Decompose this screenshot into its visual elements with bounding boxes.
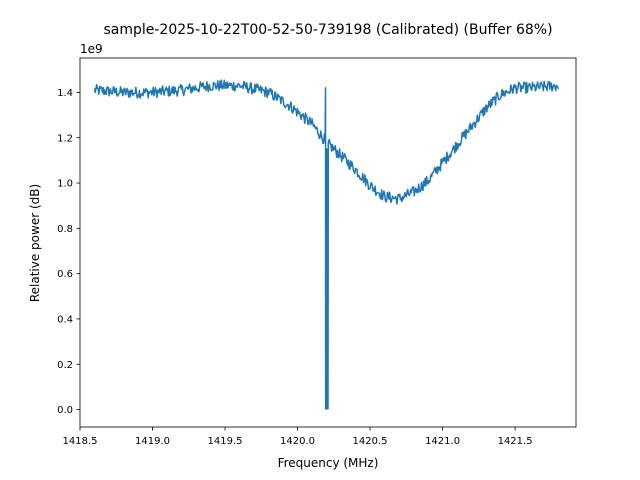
x-axis-label: Frequency (MHz) [278,456,379,470]
y-axis-label: Relative power (dB) [28,184,42,302]
y-tick-label: 1.2 [57,133,73,144]
x-tick-label: 1420.0 [280,436,315,447]
y-tick-label: 1.4 [57,88,73,99]
y-tick-label: 0.6 [57,269,73,280]
chart-title: sample-2025-10-22T00-52-50-739198 (Calib… [103,22,552,38]
y-tick-label: 0.0 [57,405,73,416]
x-tick-label: 1421.0 [425,436,460,447]
x-tick-label: 1419.0 [135,436,170,447]
x-tick-label: 1419.5 [208,436,243,447]
x-tick-label: 1421.5 [498,436,533,447]
y-tick-label: 1.0 [57,179,73,190]
y-tick-label: 0.8 [57,224,73,235]
y-scale-label: 1e9 [80,42,103,56]
x-tick-label: 1420.5 [353,436,388,447]
plot-frame [79,57,577,428]
y-tick-label: 0.2 [57,360,73,371]
x-tick-label: 1418.5 [63,436,98,447]
series-line [93,79,560,410]
y-tick-label: 0.4 [57,315,73,326]
